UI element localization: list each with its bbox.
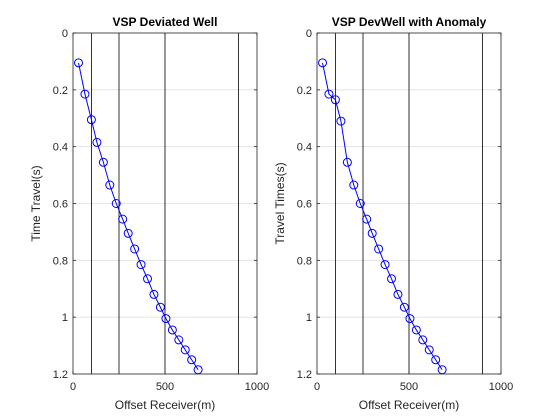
data-point-right-7 [362,214,372,224]
x-tick-label-left-1: 500 [156,381,174,393]
data-point-right-3 [336,116,346,126]
data-point-left-9 [130,244,140,254]
x-tick-label-left-0: 0 [70,381,76,393]
y-tick-label-right-1: 0.2 [297,85,312,97]
data-point-right-16 [418,335,428,345]
data-point-left-8 [123,228,133,238]
y-tick-label-left-5: 1 [62,312,68,324]
chart-right: 00.20.40.60.811.20 500 1000 VSP DevWell wi… [273,15,513,412]
y-tick-label-right-2: 0.4 [297,142,312,154]
y-tick-label-right-4: 0.8 [297,255,312,267]
data-point-left-16 [174,335,184,345]
x-tick-label-right-1: 500 [400,381,418,393]
data-point-right-9 [374,244,384,254]
y-tick-label-left-1: 0.2 [53,85,68,97]
ticks-left: 00.20.40.60.811.20 500 1000 [53,28,270,393]
markers-left [74,58,203,375]
data-point-left-5 [105,180,115,190]
data-point-left-2 [86,115,96,125]
data-point-left-17 [180,345,190,355]
data-point-left-10 [136,260,146,270]
data-point-right-0 [318,58,328,68]
markers-right [318,58,447,375]
x-axis-label-right: Offset Receiver(m) [359,398,459,412]
y-tick-label-left-4: 0.8 [53,255,68,267]
chart-left: 00.20.40.60.811.20 500 1000 VSP Deviated W… [29,15,269,412]
chart-title-right: VSP DevWell with Anomaly [332,15,487,29]
x-axis-label-left: Offset Receiver(m) [115,398,215,412]
data-point-left-1 [80,89,90,99]
x-tick-label-right-0: 0 [314,381,320,393]
data-point-left-18 [187,355,197,365]
data-point-left-3 [92,137,102,147]
y-tick-label-left-0: 0 [62,28,68,40]
data-point-right-1 [324,89,334,99]
data-point-right-10 [380,260,390,270]
data-point-right-11 [387,274,397,284]
y-tick-label-right-5: 1 [306,312,312,324]
y-tick-label-right-0: 0 [306,28,312,40]
data-point-left-15 [167,325,177,335]
y-axis-label-right: Travel Times(s) [273,162,287,244]
data-point-right-15 [411,325,421,335]
data-point-left-6 [111,199,121,208]
x-tick-label-left-2: 1000 [245,381,269,393]
data-point-left-13 [155,302,165,312]
data-point-right-18 [431,355,441,365]
y-tick-label-right-6: 1.2 [297,369,312,381]
data-point-right-13 [399,302,409,312]
data-point-left-11 [143,274,153,284]
y-axis-label-left: Time Travel(s) [29,165,43,241]
data-point-left-4 [98,157,108,167]
data-point-left-14 [161,314,171,324]
data-point-right-8 [367,228,377,238]
ticks-right: 00.20.40.60.811.20 500 1000 [297,28,514,393]
x-tick-label-right-2: 1000 [489,381,513,393]
series-line-left [78,62,199,371]
data-point-right-5 [349,180,359,190]
y-tick-label-left-3: 0.6 [53,199,68,211]
data-point-right-2 [330,95,340,105]
series-line-right [322,62,443,371]
y-tick-label-left-6: 1.2 [53,369,68,381]
y-tick-label-right-3: 0.6 [297,199,312,211]
data-point-left-7 [118,214,128,224]
data-point-left-12 [149,289,159,299]
data-point-right-4 [342,157,352,167]
data-point-left-0 [74,58,84,68]
chart-title-left: VSP Deviated Well [113,15,218,29]
data-point-right-14 [405,314,415,324]
data-point-right-12 [393,289,403,299]
y-tick-label-left-2: 0.4 [53,142,68,154]
data-point-right-6 [355,199,365,208]
data-point-right-17 [424,345,434,355]
